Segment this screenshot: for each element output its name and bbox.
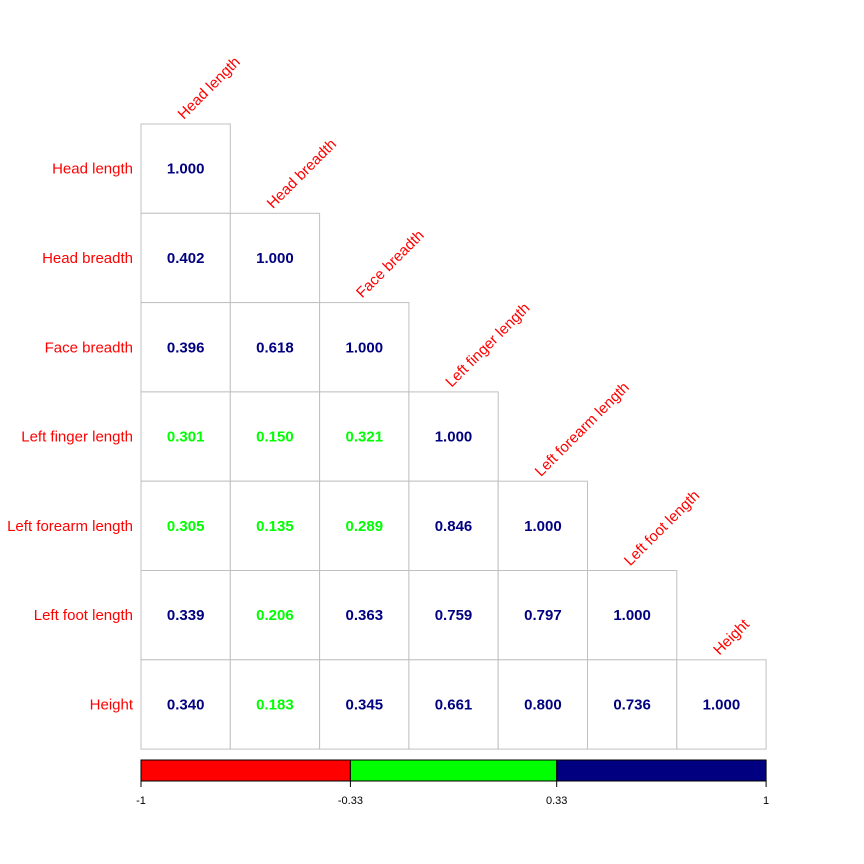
cell-value-2-1: 0.618 (256, 339, 294, 356)
cell-2-1 (229, 302, 321, 393)
cell-value-1-1: 1.000 (256, 250, 294, 267)
cell-value-6-1: 0.183 (256, 696, 294, 713)
row-labels: Head length Head breadth Face breadth Left … (7, 161, 134, 714)
cell-value-4-3: 0.846 (435, 518, 473, 535)
cell-1-1 (229, 212, 321, 304)
row-label-face-breadth: Face breadth (45, 339, 133, 356)
row-label-left-finger-length: Left finger length (21, 429, 133, 446)
cell-value-4-1: 0.135 (256, 518, 294, 535)
cell-6-5 (587, 659, 678, 750)
cell-5-4 (497, 570, 589, 661)
cell-4-2 (319, 480, 410, 572)
cell-value-5-3: 0.759 (435, 607, 473, 624)
row-label-left-foot-length: Left foot length (34, 607, 133, 624)
cell-value-4-2: 0.289 (346, 518, 384, 535)
cell-value-5-0: 0.339 (167, 607, 205, 624)
row-label-head-breadth: Head breadth (42, 250, 133, 267)
cell-3-1 (229, 391, 321, 482)
cell-value-5-2: 0.363 (346, 607, 384, 624)
cell-6-6 (676, 659, 767, 750)
cell-6-3 (408, 659, 499, 750)
row-label-height: Height (90, 696, 134, 713)
column-label-left-foot-length: Left foot length (621, 487, 703, 569)
cell-value-1-0: 0.402 (167, 250, 205, 267)
cell-value-6-5: 0.736 (613, 696, 651, 713)
cell-value-0-0: 1.000 (167, 161, 205, 178)
cell-0-0 (140, 123, 231, 214)
cell-5-5 (587, 570, 678, 661)
cell-6-0 (140, 659, 231, 750)
cell-5-2 (319, 570, 410, 661)
cell-value-3-3: 1.000 (435, 429, 473, 446)
cell-grid: 1.000 0.402 1.000 0.396 0.618 1.000 0.301 0.150… (140, 123, 767, 750)
column-label-face-breadth: Face breadth (353, 227, 428, 302)
cell-value-4-4: 1.000 (524, 518, 562, 535)
cell-value-3-1: 0.150 (256, 429, 294, 446)
cell-value-5-1: 0.206 (256, 607, 294, 624)
cell-5-0 (140, 570, 231, 661)
column-label-left-forearm-length: Left forearm length (532, 379, 633, 480)
legend-tick-label-3: 1 (763, 795, 769, 807)
cell-6-1 (229, 659, 321, 750)
legend-segment-2 (556, 759, 767, 782)
cell-value-5-5: 1.000 (613, 607, 651, 624)
cell-value-6-0: 0.340 (167, 696, 205, 713)
cell-4-1 (229, 480, 321, 572)
column-label-head-breadth: Head breadth (264, 136, 340, 212)
legend-tick-label-1: -0.33 (338, 795, 363, 807)
legend-tick-label-2: 0.33 (546, 795, 567, 807)
cell-5-3 (408, 570, 499, 661)
color-legend: -1 -0.33 0.33 1 (136, 759, 769, 807)
cell-3-3 (408, 391, 499, 482)
cell-value-3-2: 0.321 (346, 429, 384, 446)
cell-2-2 (319, 302, 410, 393)
cell-value-6-4: 0.800 (524, 696, 562, 713)
legend-segment-1 (349, 759, 558, 782)
cell-value-2-2: 1.000 (346, 339, 384, 356)
cell-value-6-6: 1.000 (703, 696, 741, 713)
column-label-height: Height (710, 615, 753, 658)
legend-segment-0 (140, 759, 351, 782)
cell-value-6-2: 0.345 (346, 696, 384, 713)
cell-4-4 (497, 480, 589, 572)
cell-1-0 (140, 212, 231, 304)
legend-tick-label-0: -1 (136, 795, 146, 807)
cell-4-3 (408, 480, 499, 572)
row-label-head-length: Head length (52, 161, 133, 178)
cell-value-3-0: 0.301 (167, 429, 205, 446)
cell-value-4-0: 0.305 (167, 518, 205, 535)
column-label-left-finger-length: Left finger length (442, 300, 533, 391)
row-label-left-forearm-length: Left forearm length (7, 518, 133, 535)
cell-value-6-3: 0.661 (435, 696, 473, 713)
cell-value-2-0: 0.396 (167, 339, 205, 356)
cell-2-0 (140, 302, 231, 393)
cell-5-1 (229, 570, 321, 661)
cell-value-5-4: 0.797 (524, 607, 562, 624)
column-label-head-length: Head length (175, 54, 244, 123)
